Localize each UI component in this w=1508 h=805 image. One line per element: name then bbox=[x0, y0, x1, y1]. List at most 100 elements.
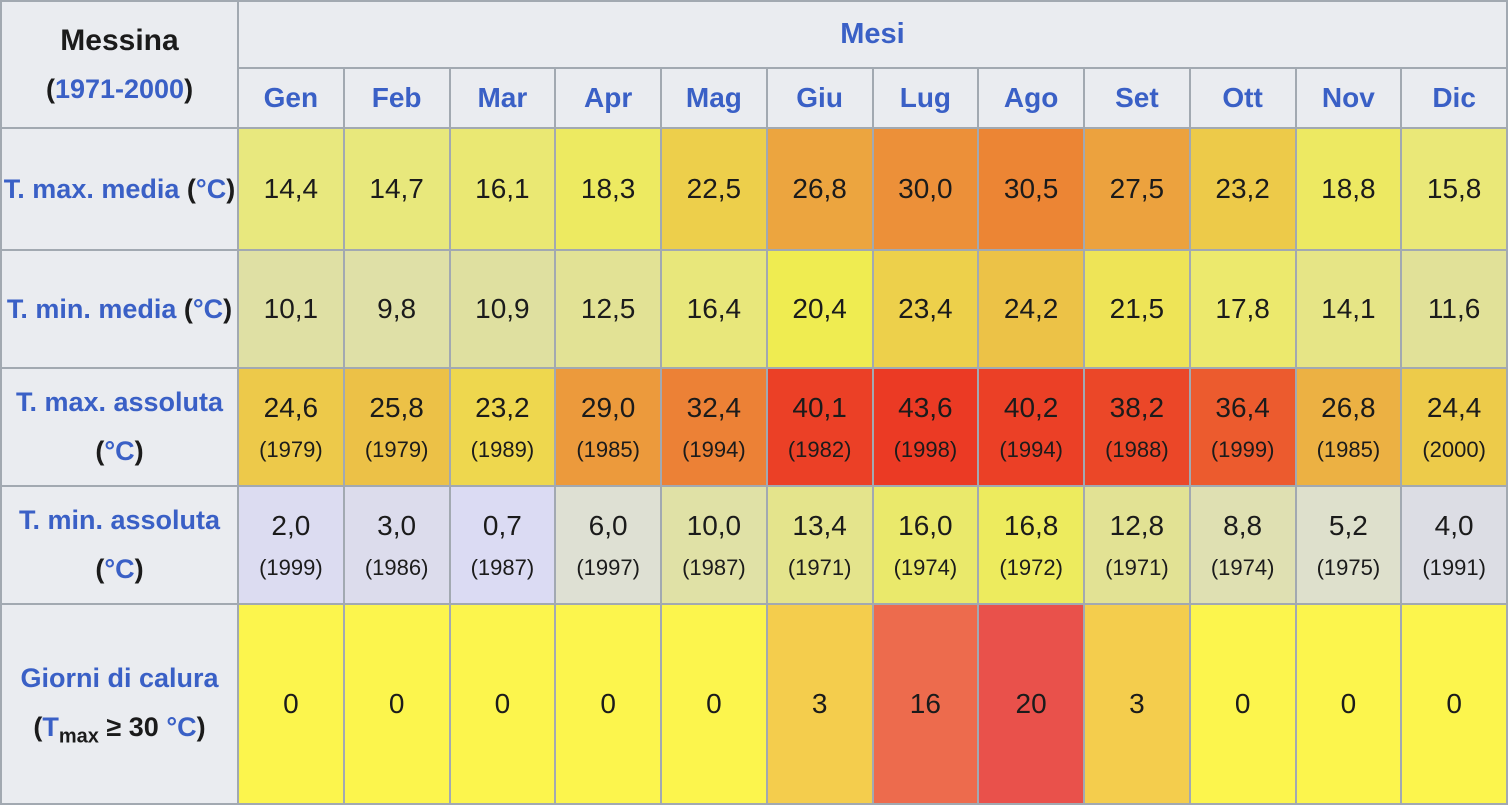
value-cell: 16,0 (1974) bbox=[871, 485, 980, 605]
record-year: (1979) bbox=[364, 436, 429, 462]
month-link[interactable]: Set bbox=[1115, 82, 1159, 113]
cell-value: 0 bbox=[1340, 687, 1357, 719]
record-year: (1987) bbox=[470, 554, 535, 580]
month-header-mag: Mag bbox=[660, 67, 768, 129]
value-cell: 4,0 (1991) bbox=[1400, 485, 1508, 605]
tmax-subscript: max bbox=[58, 724, 99, 747]
record-year: (1979) bbox=[259, 436, 323, 462]
value-cell: 24,2 bbox=[977, 249, 1085, 369]
value-cell: 32,4 (1994) bbox=[660, 367, 768, 487]
value-cell: 2,0 (1999) bbox=[237, 485, 345, 605]
cell-value: 12,5 bbox=[580, 292, 636, 324]
cell-value: 40,1 bbox=[792, 391, 847, 423]
record-year: (1988) bbox=[1105, 436, 1169, 462]
value-cell: 0 bbox=[1188, 603, 1297, 805]
cell-value: 25,8 bbox=[369, 391, 424, 423]
cell-value: 30,5 bbox=[1003, 172, 1059, 204]
record-year: (1987) bbox=[682, 554, 746, 580]
month-link[interactable]: Nov bbox=[1321, 82, 1375, 113]
cell-value: 32,4 bbox=[686, 391, 742, 423]
row-label-link[interactable]: T. max. media bbox=[3, 173, 180, 204]
month-link[interactable]: Apr bbox=[584, 82, 633, 113]
row-label-link[interactable]: T. min. media bbox=[6, 293, 177, 324]
cell-value: 40,2 bbox=[1003, 391, 1059, 423]
record-year: (1986) bbox=[364, 554, 429, 580]
cell-value: 22,5 bbox=[686, 172, 742, 204]
months-title-link[interactable]: Mesi bbox=[840, 18, 905, 50]
row-label-link[interactable]: T. min. assoluta bbox=[18, 505, 221, 536]
month-link[interactable]: Feb bbox=[371, 82, 422, 113]
cell-value: 29,0 bbox=[580, 391, 636, 423]
record-year: (1974) bbox=[1210, 554, 1275, 580]
value-cell: 10,9 bbox=[448, 249, 557, 369]
unit-link[interactable]: °C bbox=[104, 554, 135, 584]
value-cell: 5,2 (1975) bbox=[1294, 485, 1403, 605]
value-cell: 0 bbox=[342, 603, 451, 805]
record-year: (1971) bbox=[1105, 554, 1169, 580]
cell-value: 17,8 bbox=[1215, 292, 1270, 324]
value-cell: 17,8 bbox=[1188, 249, 1297, 369]
unit-link[interactable]: °C bbox=[166, 711, 197, 742]
month-link[interactable]: Lug bbox=[899, 82, 952, 113]
period-years-link[interactable]: 1971-2000 bbox=[54, 74, 185, 104]
value-cell: 0 bbox=[237, 603, 345, 805]
value-cell: 40,2 (1994) bbox=[977, 367, 1085, 487]
unit-link[interactable]: °C bbox=[104, 436, 135, 466]
cell-value: 0,7 bbox=[482, 509, 522, 541]
paren-open: ( bbox=[45, 74, 55, 104]
record-year: (1999) bbox=[1210, 436, 1275, 462]
cell-value: 23,4 bbox=[898, 292, 953, 324]
cell-value: 24,6 bbox=[263, 391, 319, 423]
row-label-cell: T. max. media (°C) bbox=[0, 127, 239, 251]
cell-value: 23,2 bbox=[475, 391, 530, 423]
month-link[interactable]: Mag bbox=[685, 82, 742, 113]
paren-close: ) bbox=[196, 711, 206, 742]
cell-value: 0 bbox=[600, 687, 616, 719]
row-label-link[interactable]: T. max. assoluta bbox=[15, 387, 224, 418]
cell-value: 18,8 bbox=[1321, 172, 1376, 204]
unit-link[interactable]: °C bbox=[195, 173, 227, 204]
month-link[interactable]: Ott bbox=[1222, 82, 1263, 113]
paren-open: ( bbox=[95, 554, 105, 584]
cell-value: 16,1 bbox=[475, 172, 530, 204]
paren-close: ) bbox=[134, 436, 144, 466]
cell-value: 43,6 bbox=[898, 391, 953, 423]
cell-value: 18,3 bbox=[580, 172, 636, 204]
month-header-ott: Ott bbox=[1188, 67, 1297, 129]
month-link[interactable]: Mar bbox=[477, 82, 528, 113]
month-link[interactable]: Ago bbox=[1003, 82, 1059, 113]
cell-value: 0 bbox=[706, 687, 722, 719]
cell-value: 10,9 bbox=[475, 292, 530, 324]
row-label-link[interactable]: Giorni di calura bbox=[20, 663, 219, 693]
value-cell: 38,2 (1988) bbox=[1083, 367, 1191, 487]
paren-open: ( bbox=[33, 711, 43, 742]
month-header-lug: Lug bbox=[871, 67, 980, 129]
cell-value: 12,8 bbox=[1109, 509, 1165, 541]
value-cell: 0 bbox=[448, 603, 557, 805]
month-header-feb: Feb bbox=[342, 67, 451, 129]
value-cell: 40,1 (1982) bbox=[765, 367, 874, 487]
value-cell: 14,7 bbox=[342, 127, 451, 251]
cell-value: 26,8 bbox=[792, 172, 847, 204]
record-year: (1974) bbox=[893, 554, 958, 580]
month-link[interactable]: Giu bbox=[796, 82, 843, 113]
table-row: T. min. media (°C) 10,1 9,8 10,9 12,5 16,4 20,… bbox=[0, 249, 1508, 369]
value-cell: 24,6 (1979) bbox=[237, 367, 345, 487]
month-link[interactable]: Gen bbox=[263, 82, 319, 113]
value-cell: 24,4 (2000) bbox=[1400, 367, 1508, 487]
station-header-cell: Messina (1971-2000) bbox=[0, 0, 239, 129]
unit-link[interactable]: °C bbox=[192, 293, 224, 324]
table-row: Giorni di calura (Tmax ≥ 30 °C) 0 0 0 0 0 3 16 2… bbox=[0, 603, 1508, 805]
cell-value: 3 bbox=[811, 687, 828, 719]
month-link[interactable]: Dic bbox=[1432, 82, 1476, 113]
month-header-nov: Nov bbox=[1294, 67, 1403, 129]
cell-value: 13,4 bbox=[792, 509, 847, 541]
cell-value: 20,4 bbox=[792, 292, 847, 324]
record-year: (1971) bbox=[787, 554, 852, 580]
cell-value: 20 bbox=[1015, 687, 1047, 719]
month-header-set: Set bbox=[1083, 67, 1191, 129]
tmax-symbol-link[interactable]: T bbox=[42, 711, 59, 742]
table-row: T. max. media (°C) 14,4 14,7 16,1 18,3 22,5 26… bbox=[0, 127, 1508, 251]
table-row: T. max. assoluta (°C) 24,6 (1979) 25,8 (1979… bbox=[0, 367, 1508, 487]
